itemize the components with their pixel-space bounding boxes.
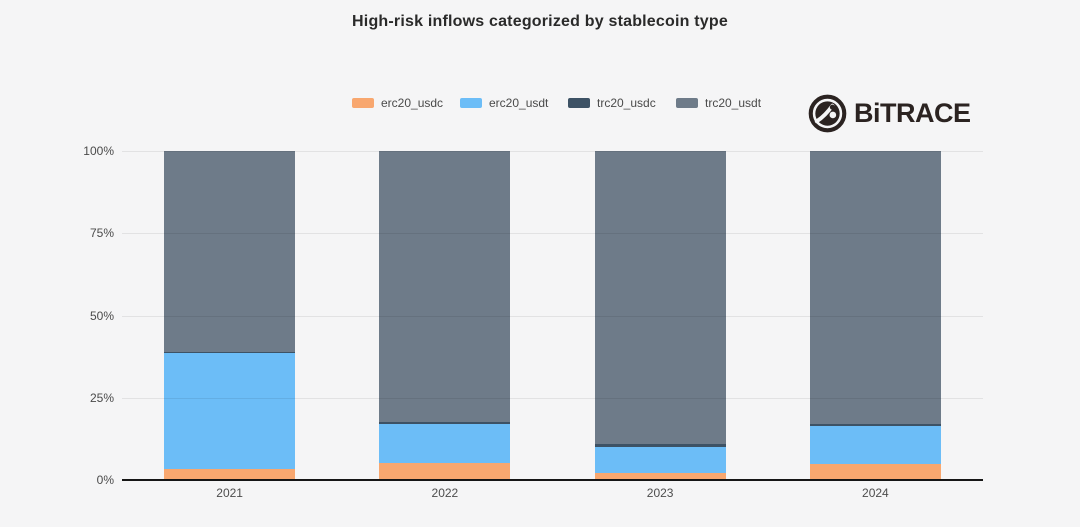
y-axis-tick-100pct: 100%: [83, 144, 114, 158]
stacked-bar-2023: [594, 151, 726, 480]
legend-item-trc20_usdc[interactable]: trc20_usdc: [568, 96, 676, 110]
bars-layer: [122, 151, 983, 480]
legend-item-erc20_usdc[interactable]: erc20_usdc: [352, 96, 460, 110]
bar-column-2022: [337, 151, 552, 480]
legend-swatch-erc20_usdt: [460, 98, 482, 108]
bitrace-logo: BiTRACE: [808, 94, 971, 133]
x-axis-tick-2023: 2023: [646, 486, 674, 500]
x-axis-tick-2024: 2024: [862, 486, 889, 500]
segment-erc20_usdc-2024: [809, 463, 941, 480]
bitrace-logo-icon: [808, 94, 847, 133]
segment-erc20_usdc-2023: [594, 473, 726, 480]
chart-legend: erc20_usdc erc20_usdt trc20_usdc trc20_usdt: [352, 96, 784, 110]
segment-trc20_usdc-2022: [379, 422, 511, 424]
y-axis-tick-0pct: 0%: [96, 473, 114, 487]
x-axis-tick-2022: 2022: [431, 486, 459, 500]
x-axis-tick-2021: 2021: [216, 486, 243, 500]
chart-title: High-risk inflows categorized by stablec…: [352, 13, 728, 30]
bar-column-2021: [122, 151, 337, 480]
segment-trc20_usdc-2023: [594, 443, 726, 447]
x-axis-labels: 2021 2022 2023 2024: [122, 486, 983, 500]
segment-trc20_usdt-2022: [379, 151, 511, 423]
segment-trc20_usdt-2023: [594, 151, 726, 444]
segment-erc20_usdt-2021: [164, 353, 296, 469]
y-axis-tick-50pct: 50%: [89, 308, 114, 323]
segment-trc20_usdc-2021: [164, 352, 296, 354]
stacked-bar-2024: [809, 151, 941, 480]
gridline: [122, 397, 983, 399]
bitrace-logo-text: BiTRACE: [854, 98, 971, 128]
legend-label: erc20_usdc: [381, 96, 444, 110]
legend-label: trc20_usdc: [597, 96, 656, 110]
legend-swatch-trc20_usdc: [568, 98, 590, 108]
gridline: [122, 315, 983, 317]
legend-swatch-erc20_usdc: [352, 98, 374, 108]
legend-label: erc20_usdt: [489, 96, 549, 110]
gridline: [122, 151, 983, 152]
y-axis-tick-75pct: 75%: [89, 226, 114, 241]
legend-label: trc20_usdt: [705, 96, 762, 110]
x-axis-line: [122, 479, 983, 481]
bar-column-2023: [553, 151, 768, 480]
legend-item-erc20_usdt[interactable]: erc20_usdt: [460, 96, 568, 110]
segment-trc20_usdt-2021: [164, 151, 296, 353]
segment-erc20_usdt-2024: [809, 425, 941, 464]
segment-trc20_usdc-2024: [809, 424, 941, 426]
segment-trc20_usdt-2024: [809, 151, 941, 425]
legend-swatch-trc20_usdt: [676, 98, 698, 108]
segment-erc20_usdt-2023: [594, 446, 726, 474]
y-axis-tick-25pct: 25%: [89, 390, 114, 405]
segment-erc20_usdc-2021: [164, 468, 296, 480]
gridline: [122, 233, 983, 235]
stacked-bar-2022: [379, 151, 511, 480]
segment-erc20_usdt-2022: [379, 423, 511, 463]
segment-erc20_usdc-2022: [379, 462, 511, 480]
legend-item-trc20_usdt[interactable]: trc20_usdt: [676, 96, 784, 110]
stacked-bar-2021: [164, 151, 296, 480]
bar-column-2024: [768, 151, 983, 480]
plot-area: [122, 151, 983, 481]
